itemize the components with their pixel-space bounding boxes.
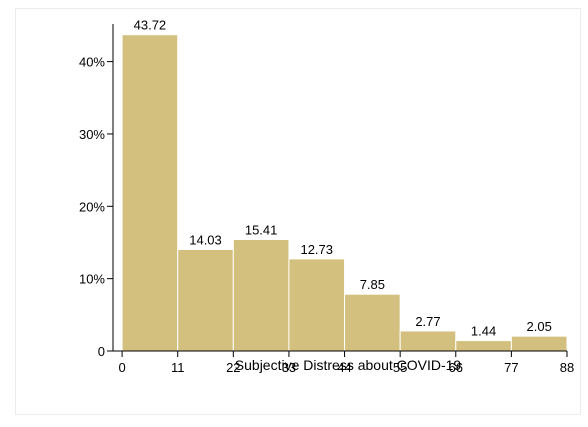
plot-border [15, 8, 581, 415]
bars-group [121, 34, 568, 352]
y-tick-label: 20% [79, 199, 105, 214]
data-label: 2.77 [415, 314, 440, 329]
x-axis: 0 11 22 33 44 55 66 77 88 [113, 350, 574, 375]
x-tick-label: 66 [449, 360, 463, 375]
y-tick-label: 40% [79, 55, 105, 70]
data-label: 7.85 [360, 277, 385, 292]
x-tick-label: 88 [560, 360, 574, 375]
data-label: 12.73 [300, 242, 333, 257]
data-label: 15.41 [245, 223, 278, 238]
histogram-bar [121, 34, 179, 352]
x-tick-label: 44 [337, 360, 351, 375]
y-tick-label: 30% [79, 127, 105, 142]
x-tick-label: 77 [504, 360, 518, 375]
histogram-bar [399, 330, 457, 352]
histogram-bar [510, 335, 568, 352]
x-tick-label: 22 [226, 360, 240, 375]
data-label: 2.05 [527, 319, 552, 334]
histogram-bar [455, 340, 512, 352]
histogram-bar [232, 239, 290, 352]
y-axis: 0 10% 20% 30% 40% [79, 24, 114, 359]
histogram-bar [177, 248, 234, 352]
x-tick-label: 33 [282, 360, 296, 375]
x-tick-label: 11 [171, 360, 185, 375]
y-tick-label: 0 [98, 344, 105, 359]
x-axis-title: Subjective Distress about COVID-19 [235, 357, 462, 373]
data-label: 1.44 [471, 324, 496, 339]
y-tick-label: 10% [79, 272, 105, 287]
x-tick-label: 55 [393, 360, 407, 375]
histogram-bar [344, 293, 401, 352]
data-label: 14.03 [189, 232, 222, 247]
data-label: 43.72 [134, 18, 167, 33]
histogram-bar [288, 258, 346, 352]
x-tick-label: 0 [118, 360, 125, 375]
data-labels-group: 43.72 14.03 15.41 12.73 7.85 2.77 1.44 2.05 [134, 18, 552, 339]
